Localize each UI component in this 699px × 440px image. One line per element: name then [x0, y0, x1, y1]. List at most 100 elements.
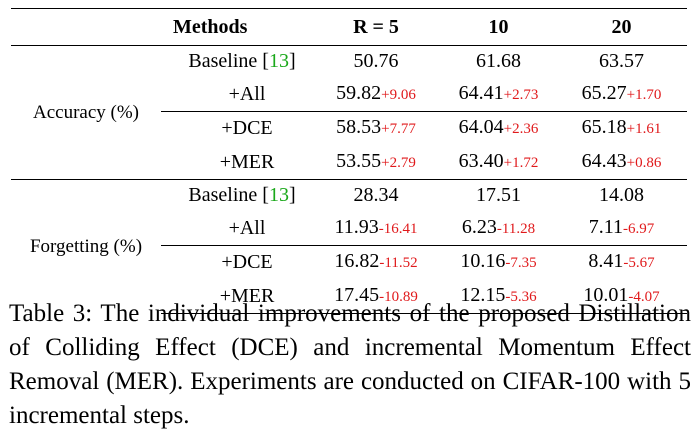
- value: 17.51: [476, 184, 521, 206]
- header-r10: 10: [441, 8, 556, 46]
- table-row: +MER 17.45-10.89 12.15-5.36 10.01-4.07: [11, 279, 687, 314]
- table-row: +MER 53.55+2.79 63.40+1.72 64.43+0.86: [11, 146, 687, 180]
- group-label: Forgetting (%): [11, 179, 161, 314]
- delta-value: -5.67: [623, 255, 655, 271]
- value-cell: 10.16-7.35: [441, 245, 556, 280]
- value: 53.55: [336, 149, 382, 172]
- delta-value: -4.07: [628, 288, 660, 305]
- method-name: +All: [228, 216, 266, 239]
- header-methods: Methods: [161, 8, 311, 46]
- value: 17.45: [334, 283, 380, 306]
- header-r5: R = 5: [311, 8, 441, 46]
- value-cell: 63.40+1.72: [441, 146, 556, 180]
- value: 65.18: [581, 116, 627, 138]
- method-cell: +MER: [161, 146, 311, 180]
- table-row: +All 59.82+9.06 64.41+2.73 65.27+1.70: [11, 78, 687, 112]
- table-row: Accuracy (%) Baseline [13] 50.76 61.68 63.57: [11, 46, 687, 123]
- value-cell: 64.04+2.36: [441, 111, 556, 146]
- value: 10.16: [460, 250, 506, 272]
- value: 65.27: [581, 81, 627, 104]
- table-row: Forgetting (%) Baseline [13] 28.34 17.51 14.…: [11, 179, 687, 314]
- value-cell: 14.08: [556, 179, 687, 212]
- method-name: +MER: [219, 150, 275, 173]
- group-label: Accuracy (%): [32, 101, 139, 123]
- delta-value: -11.52: [379, 255, 418, 271]
- value-cell: 64.41+2.73: [441, 78, 556, 112]
- value: 64.43: [581, 149, 627, 172]
- citation-bracket-open: [: [262, 50, 269, 72]
- value: 64.41: [458, 81, 504, 104]
- citation-bracket-close: ]: [288, 184, 296, 206]
- header-blank: [11, 8, 161, 46]
- delta-value: +1.61: [626, 121, 662, 137]
- table-body: Accuracy (%) Baseline [13] 50.76 61.68 63.57…: [11, 46, 687, 314]
- delta-value: +1.72: [503, 154, 539, 171]
- citation-bracket-open: [: [262, 184, 269, 206]
- value: 8.41: [588, 250, 624, 272]
- value: 12.15: [460, 283, 506, 306]
- method-name: Baseline: [188, 184, 258, 206]
- value-cell: 65.27+1.70: [556, 78, 687, 112]
- value: 7.11: [588, 215, 623, 238]
- value: 6.23: [461, 215, 497, 238]
- delta-value: -10.89: [379, 288, 418, 305]
- method-name: +DCE: [221, 251, 273, 273]
- value: 64.04: [458, 116, 504, 138]
- method-cell: +All: [161, 212, 311, 246]
- value-cell: 16.82-11.52: [311, 245, 441, 280]
- citation-link[interactable]: 13: [268, 184, 289, 206]
- header-r20: 20: [556, 8, 687, 46]
- table-row: +DCE 16.82-11.52 10.16-7.35 8.41-5.67: [11, 245, 687, 280]
- value-cell: 63.57: [556, 46, 687, 78]
- citation-bracket-close: ]: [288, 50, 296, 72]
- value: 61.68: [476, 50, 521, 72]
- value: 50.76: [353, 50, 399, 72]
- value: 16.82: [334, 250, 380, 272]
- value-cell: 61.68: [441, 46, 556, 78]
- delta-value: -6.97: [623, 220, 655, 237]
- results-table: Methods R = 5 10 20 Accuracy (%) Baseline…: [11, 8, 687, 314]
- table-row: +All 11.93-16.41 6.23-11.28 7.11-6.97: [11, 212, 687, 246]
- value-cell: 8.41-5.67: [556, 245, 687, 280]
- delta-value: -5.36: [505, 288, 537, 305]
- method-cell: +DCE: [161, 111, 311, 146]
- delta-value: +1.70: [626, 86, 662, 103]
- value: 14.08: [599, 184, 644, 206]
- value-cell: 7.11-6.97: [556, 212, 687, 246]
- value-cell: 53.55+2.79: [311, 146, 441, 180]
- value: 59.82: [336, 81, 382, 104]
- value-cell: 10.01-4.07: [556, 279, 687, 314]
- value-cell: 11.93-16.41: [311, 212, 441, 246]
- value-cell: 64.43+0.86: [556, 146, 687, 180]
- table-caption: Table 3: The individual improvements of …: [9, 300, 691, 429]
- method-cell: +DCE: [161, 245, 311, 280]
- value: 28.34: [353, 184, 399, 206]
- table-header-row: Methods R = 5 10 20: [11, 8, 687, 46]
- value-cell: 12.15-5.36: [441, 279, 556, 314]
- citation-link[interactable]: 13: [268, 50, 289, 72]
- value-cell: 17.45-10.89: [311, 279, 441, 314]
- method-cell: Baseline [13]: [161, 179, 311, 212]
- delta-value: +9.06: [381, 86, 416, 103]
- method-name: +All: [228, 82, 266, 105]
- method-name: Baseline: [188, 50, 258, 72]
- delta-value: +2.36: [503, 121, 539, 137]
- method-name: +DCE: [221, 117, 273, 139]
- delta-value: +7.77: [381, 121, 416, 137]
- method-name: +MER: [219, 284, 275, 307]
- table-row: +DCE 58.53+7.77 64.04+2.36 65.18+1.61: [11, 111, 687, 146]
- value-cell: 17.51: [441, 179, 556, 212]
- value: 11.93: [334, 215, 379, 238]
- delta-value: +2.79: [381, 154, 416, 171]
- delta-value: +2.73: [503, 86, 539, 103]
- delta-value: +0.86: [626, 154, 662, 171]
- value: 63.40: [458, 149, 504, 172]
- method-cell: +MER: [161, 279, 311, 314]
- value: 10.01: [583, 283, 629, 306]
- value: 63.57: [599, 50, 644, 72]
- value-cell: 59.82+9.06: [311, 78, 441, 112]
- value-cell: 65.18+1.61: [556, 111, 687, 146]
- value-cell: 28.34: [311, 179, 441, 212]
- delta-value: -7.35: [505, 255, 537, 271]
